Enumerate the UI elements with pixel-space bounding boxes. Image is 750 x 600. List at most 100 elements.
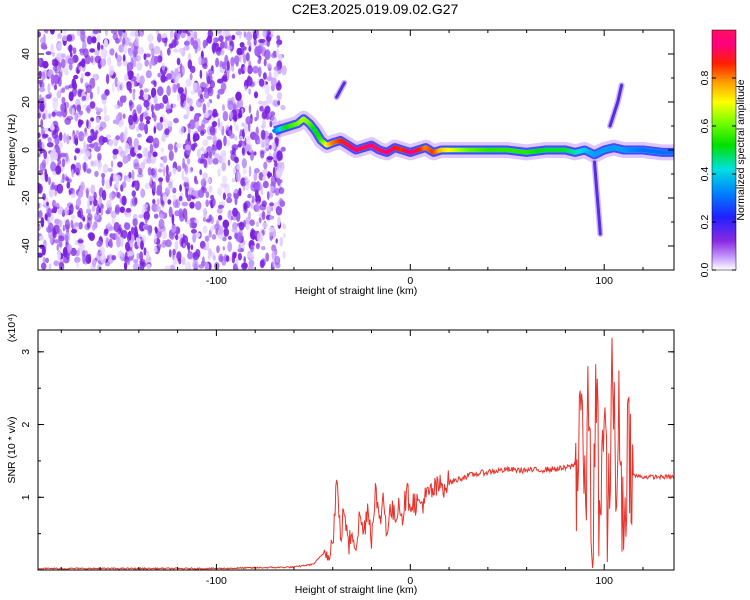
- noise-speckle: [275, 238, 278, 244]
- noise-speckle: [251, 195, 255, 204]
- noise-speckle: [208, 233, 212, 238]
- y-tick-label: 0: [20, 147, 32, 153]
- noise-speckle: [217, 88, 225, 95]
- snr-x-ticks: -100 0 100: [60, 330, 644, 587]
- noise-speckle: [147, 33, 154, 43]
- noise-speckle: [42, 113, 46, 120]
- noise-speckle: [95, 116, 100, 124]
- noise-speckle: [214, 42, 220, 48]
- noise-speckle: [143, 93, 149, 101]
- snr-background: [38, 330, 674, 570]
- noise-speckle: [58, 261, 65, 270]
- colorbar: 0.0 0.2 0.4 0.6 0.8 Normalized spectral ampl…: [699, 29, 747, 278]
- spectral-ridge: [272, 79, 674, 237]
- noise-speckle: [176, 165, 182, 172]
- noise-speckle: [86, 119, 89, 129]
- noise-speckle: [236, 232, 243, 243]
- noise-speckle: [38, 210, 43, 219]
- noise-speckle: [108, 139, 114, 147]
- noise-speckle: [269, 202, 274, 207]
- noise-speckle: [39, 235, 44, 241]
- noise-speckle: [92, 258, 97, 268]
- noise-speckle: [241, 262, 248, 270]
- noise-speckle: [186, 242, 191, 251]
- noise-speckle: [66, 181, 71, 189]
- noise-speckle: [87, 222, 90, 229]
- noise-speckle: [120, 251, 124, 258]
- noise-speckle: [194, 218, 199, 224]
- noise-speckle: [239, 108, 243, 118]
- noise-speckle: [44, 168, 47, 178]
- noise-speckle: [68, 189, 72, 196]
- noise-speckle: [231, 34, 236, 41]
- noise-speckle: [131, 196, 138, 207]
- spectrogram-x-axis-label: Height of straight line (km): [295, 285, 418, 297]
- noise-speckle: [165, 173, 170, 183]
- noise-speckle: [235, 62, 239, 67]
- noise-speckle: [260, 150, 265, 159]
- noise-speckle: [216, 139, 223, 151]
- noise-speckle: [189, 72, 193, 81]
- colorbar-tick-label: 0.4: [699, 167, 711, 182]
- noise-speckle: [74, 147, 81, 154]
- noise-speckle: [264, 137, 270, 146]
- noise-speckle: [178, 208, 183, 219]
- noise-speckle: [115, 178, 119, 189]
- noise-speckle: [64, 234, 69, 241]
- noise-speckle: [39, 102, 45, 112]
- noise-speckle: [163, 166, 166, 177]
- noise-speckle: [226, 197, 233, 204]
- noise-speckle: [91, 36, 97, 44]
- noise-speckle: [274, 187, 280, 196]
- noise-speckle: [156, 55, 163, 63]
- noise-speckle: [43, 96, 47, 103]
- noise-speckle: [49, 233, 53, 245]
- noise-speckle: [245, 116, 252, 125]
- noise-speckle: [200, 130, 205, 136]
- noise-speckle: [40, 262, 47, 270]
- colorbar-tick-label: 0.0: [699, 263, 711, 278]
- noise-speckle: [153, 213, 159, 219]
- noise-speckle: [141, 262, 147, 268]
- noise-speckle: [79, 48, 85, 56]
- noise-speckle: [269, 230, 274, 237]
- noise-speckle: [71, 107, 75, 117]
- noise-speckle: [237, 143, 242, 148]
- noise-speckle: [49, 184, 56, 191]
- noise-speckle: [81, 58, 86, 68]
- noise-speckle: [183, 163, 187, 172]
- noise-speckle: [142, 203, 149, 209]
- noise-speckle: [232, 207, 238, 217]
- noise-speckle: [242, 46, 247, 51]
- colorbar-ticks: 0.0 0.2 0.4 0.6 0.8: [699, 71, 736, 278]
- noise-speckle: [263, 58, 267, 67]
- noise-speckle: [73, 134, 78, 145]
- noise-speckle: [61, 30, 67, 35]
- noise-speckle: [277, 216, 281, 226]
- noise-speckle: [229, 111, 233, 119]
- noise-speckle: [132, 218, 138, 227]
- noise-speckle: [271, 244, 277, 252]
- noise-speckle: [257, 100, 263, 105]
- noise-speckle: [50, 43, 55, 52]
- noise-speckle: [199, 169, 203, 176]
- snr-y-axis-label: SNR (10 * v/v): [6, 416, 18, 483]
- noise-speckle: [194, 121, 200, 130]
- noise-speckle: [125, 258, 130, 264]
- noise-speckle: [269, 215, 274, 220]
- noise-speckle: [60, 103, 66, 112]
- noise-speckle: [48, 176, 51, 186]
- noise-speckle: [206, 135, 213, 140]
- noise-speckle: [108, 226, 115, 231]
- noise-speckle: [39, 94, 42, 101]
- noise-speckle: [253, 38, 257, 46]
- noise-speckle: [151, 169, 157, 179]
- noise-speckle: [140, 162, 146, 170]
- noise-speckle: [211, 121, 218, 128]
- noise-speckle: [50, 161, 57, 172]
- noise-speckle: [240, 63, 246, 75]
- noise-speckle: [38, 252, 43, 258]
- noise-speckle: [245, 135, 251, 146]
- noise-speckle: [172, 257, 178, 266]
- x-tick-label: 0: [407, 275, 413, 287]
